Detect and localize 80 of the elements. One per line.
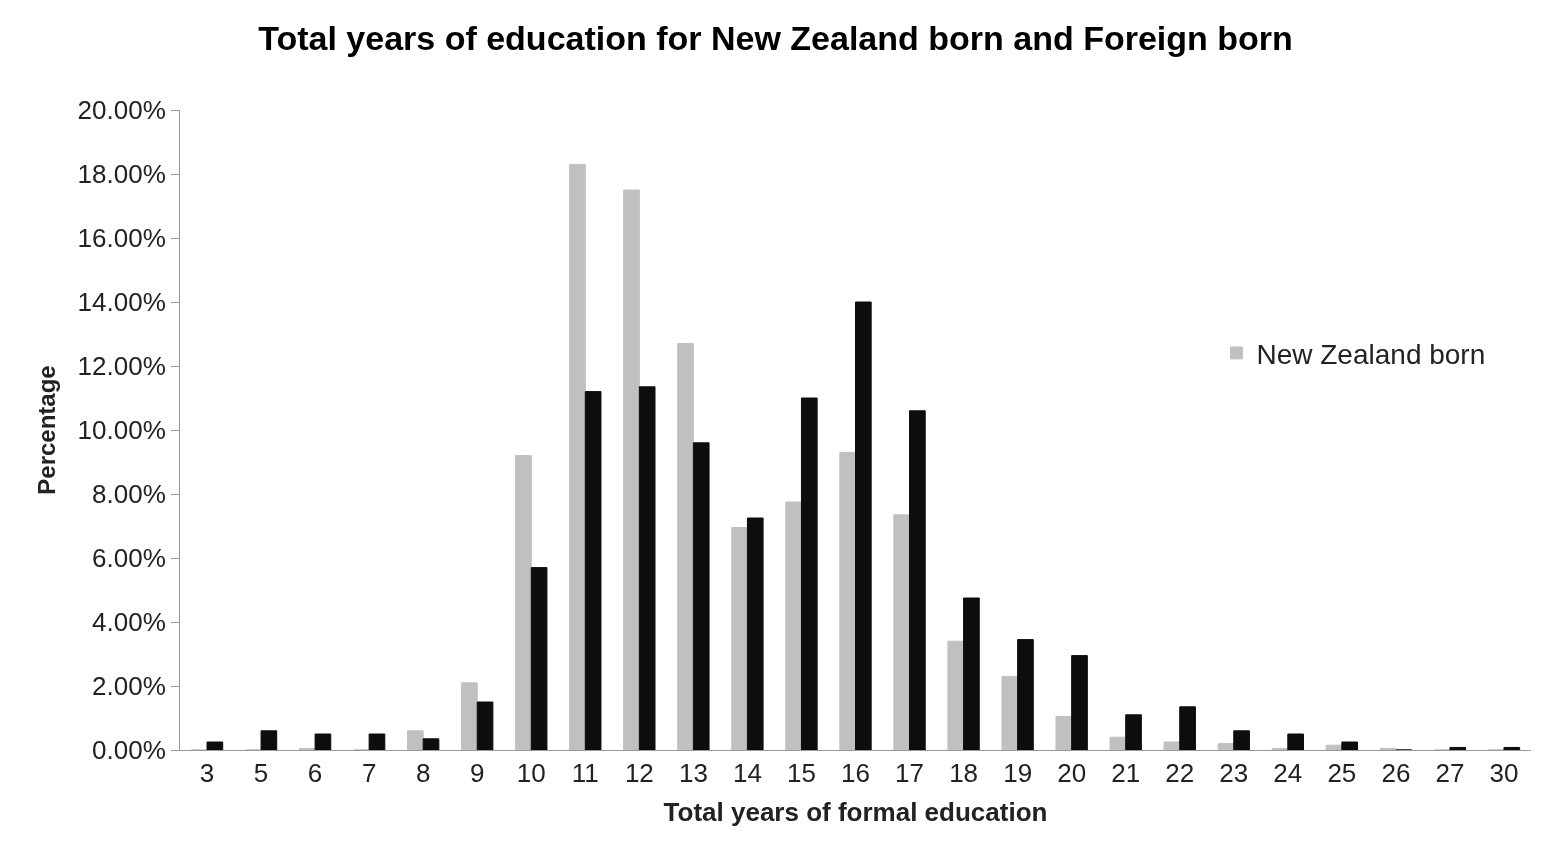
x-tick-label: 9 <box>469 758 485 789</box>
y-tick-label: 0.00% <box>92 735 166 766</box>
x-tick-label: 12 <box>624 758 654 789</box>
bar <box>206 741 224 750</box>
bar <box>314 733 332 750</box>
bar <box>1017 639 1034 750</box>
bar <box>1001 675 1019 750</box>
bar <box>638 386 656 750</box>
bar <box>1179 706 1196 750</box>
x-tick-label: 21 <box>1111 758 1141 789</box>
bar <box>1055 715 1073 750</box>
bar <box>947 640 965 750</box>
x-axis-title: Total years of formal education <box>663 796 1048 827</box>
y-tick-label: 16.00% <box>77 223 166 254</box>
x-tick-label: 11 <box>571 758 599 789</box>
x-tick-label: 5 <box>253 758 269 789</box>
bar <box>909 410 926 750</box>
bar <box>1341 741 1359 750</box>
y-tick-label: 18.00% <box>77 159 166 190</box>
legend-label: New Zealand born <box>1256 338 1486 370</box>
bar <box>1449 746 1467 750</box>
bar <box>746 517 764 750</box>
x-tick-label: 14 <box>732 758 762 789</box>
bar <box>692 442 710 750</box>
x-tick-label: 27 <box>1435 758 1465 789</box>
x-tick-label: 26 <box>1381 758 1411 789</box>
x-tick-label: 24 <box>1273 758 1303 789</box>
x-tick-label: 25 <box>1327 758 1357 789</box>
y-tick-label: 12.00% <box>77 351 166 382</box>
x-tick-label: 8 <box>415 758 431 789</box>
bar <box>785 501 802 750</box>
bar <box>569 163 586 750</box>
chart-title: Total years of education for New Zealand born and Foreign born <box>258 18 1293 57</box>
y-tick-label: 20.00% <box>77 95 166 126</box>
x-tick-label: 10 <box>516 758 546 789</box>
x-tick-label: 20 <box>1057 758 1087 789</box>
x-tick-label: 3 <box>199 758 215 789</box>
bar <box>623 189 640 750</box>
bar <box>1071 655 1088 750</box>
bar <box>800 397 818 750</box>
x-tick-label: 19 <box>1003 758 1033 789</box>
bar <box>1217 743 1235 750</box>
bar <box>1287 733 1304 750</box>
bar <box>839 451 856 750</box>
bar <box>1233 730 1250 750</box>
y-tick-label: 8.00% <box>92 479 166 510</box>
x-tick-label: 15 <box>787 758 816 789</box>
bar <box>461 682 478 750</box>
bar <box>963 597 980 750</box>
bar <box>368 733 386 750</box>
x-tick-label: 7 <box>361 758 377 789</box>
bar <box>422 738 440 750</box>
bar <box>407 730 424 750</box>
bar <box>476 701 494 750</box>
bar <box>893 514 911 750</box>
bar <box>584 391 602 750</box>
bar <box>855 301 872 750</box>
bar <box>677 343 694 750</box>
x-tick-label: 16 <box>841 758 870 789</box>
x-tick-label: 6 <box>307 758 323 789</box>
x-tick-label: 13 <box>678 758 708 789</box>
bar <box>530 567 548 750</box>
bar <box>1503 746 1521 750</box>
bar <box>515 455 532 750</box>
y-tick-label: 14.00% <box>77 287 166 318</box>
x-tick-label: 17 <box>895 758 924 789</box>
y-axis-title: Percentage <box>32 365 60 495</box>
bar <box>1125 714 1142 750</box>
x-tick-label: 22 <box>1165 758 1195 789</box>
x-tick-label: 23 <box>1219 758 1249 789</box>
x-tick-label: 30 <box>1489 758 1519 789</box>
bar <box>731 527 748 750</box>
y-tick-label: 2.00% <box>92 671 166 702</box>
bar <box>1163 741 1181 750</box>
y-tick-label: 10.00% <box>77 415 166 446</box>
x-tick-label: 18 <box>949 758 979 789</box>
bar <box>1109 736 1127 750</box>
y-tick-label: 6.00% <box>92 543 166 574</box>
y-tick-label: 4.00% <box>92 607 166 638</box>
bar <box>260 730 278 750</box>
